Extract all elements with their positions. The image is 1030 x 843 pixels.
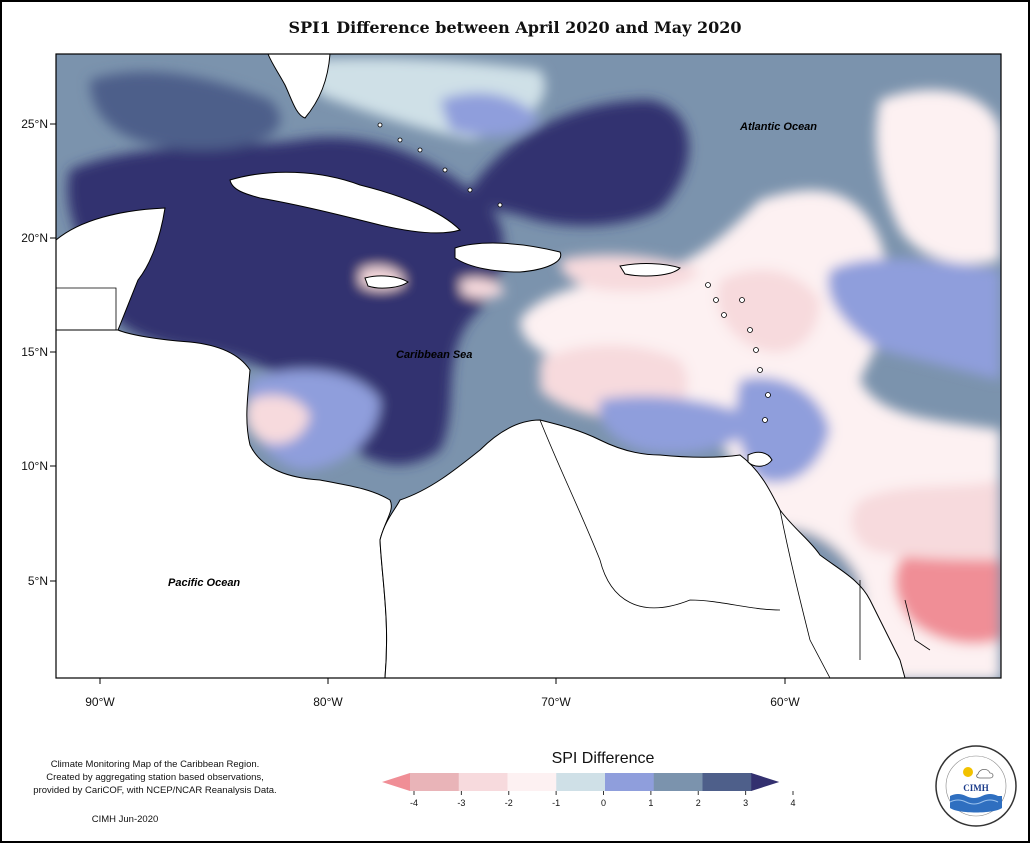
label-atlantic-ocean: Atlantic Ocean	[739, 121, 817, 133]
spi-region-neg-central-american	[245, 395, 310, 444]
yucatan-land	[56, 207, 166, 331]
colorbar-tick-label: 2	[696, 798, 701, 808]
footnote-line-1: Climate Monitoring Map of the Caribbean …	[50, 759, 260, 770]
trinidad-land	[747, 451, 773, 467]
lon-axis	[99, 678, 786, 684]
spi-region-1-2-venezuela	[599, 396, 760, 454]
colorbar-segment	[458, 773, 508, 791]
footnote-line-3: provided by CariCOF, with NCEP/NCAR Rean…	[33, 785, 277, 796]
colorbar-tick-label: -2	[505, 798, 513, 808]
lon-label-60: 60°W	[770, 695, 800, 709]
footnote-credit: CIMH Jun-2020	[91, 814, 159, 825]
lat-label-10: 10°N	[21, 459, 48, 473]
cuba-land	[229, 171, 461, 234]
map-border	[55, 53, 1002, 679]
venezuela-guyana-border	[779, 509, 831, 678]
lon-label-70: 70°W	[541, 695, 571, 709]
label-pacific-ocean: Pacific Ocean	[168, 577, 240, 589]
footnote-line-2: Created by aggregating station based obs…	[46, 772, 264, 783]
colorbar-tick-label: 4	[790, 798, 795, 808]
spi-region-neg-hispaniola-s	[460, 278, 505, 299]
mexico-guatemala-border	[56, 287, 117, 330]
lon-label-90: 90°W	[85, 695, 115, 709]
spi-region-neg-antilles	[717, 269, 820, 353]
label-caribbean-sea: Caribbean Sea	[396, 349, 472, 361]
colorbar-tick-label: 0	[601, 798, 606, 808]
sun-icon	[963, 767, 973, 777]
lat-axis	[50, 123, 56, 582]
colombia-venezuela-border	[539, 419, 781, 611]
wave-icon	[950, 794, 1002, 813]
puerto-rico-land	[619, 263, 681, 277]
colorbar-arrow-low	[382, 773, 410, 791]
colorbar-segment	[410, 773, 460, 791]
footnote-block: Climate Monitoring Map of the Caribbean …	[20, 758, 290, 797]
colorbar-tick-label: 1	[648, 798, 653, 808]
spi-region-1-2-south	[247, 369, 380, 470]
spi-region-1-2-north	[440, 92, 540, 137]
florida-land	[267, 54, 331, 119]
country-borders	[56, 287, 931, 678]
colorbar-tick-label: 3	[743, 798, 748, 808]
spi-region-3-4-atlantic	[470, 100, 689, 226]
colorbar-segment	[653, 773, 703, 791]
logo-text: CIMH	[963, 783, 989, 793]
colorbar	[382, 773, 780, 791]
landmasses	[56, 54, 906, 678]
spi-region-neg-se	[851, 480, 1000, 560]
lon-label-80: 80°W	[313, 695, 343, 709]
spi-region-neg-east-ne	[876, 90, 1000, 264]
spi-region-1-2-east	[828, 258, 1000, 380]
lat-label-25: 25°N	[21, 117, 48, 131]
cloud-icon	[976, 768, 994, 779]
lat-label-5: 5°N	[28, 574, 48, 588]
spi-region-neg-guianas	[894, 548, 1000, 644]
lat-label-20: 20°N	[21, 231, 48, 245]
cimh-logo: CIMH	[935, 745, 1017, 827]
lesser-antilles	[377, 122, 771, 423]
colorbar-segment	[556, 773, 606, 791]
colorbar-segment	[605, 773, 655, 791]
colorbar-arrow-high	[751, 773, 780, 791]
colorbar-ticks: -4 -3 -2 -1 0 1 2 3 4	[410, 791, 796, 808]
hispaniola-land	[454, 242, 562, 273]
spi-region-3-4-north	[90, 71, 281, 150]
jamaica-land	[364, 275, 409, 289]
south-america-land	[379, 419, 906, 678]
suriname-guiana-border	[904, 599, 931, 651]
lat-label-15: 15°N	[21, 345, 48, 359]
colorbar-tick-label: -1	[552, 798, 560, 808]
colorbar-segment	[702, 773, 752, 791]
colorbar-tick-label: -4	[410, 798, 418, 808]
colorbar-segment	[507, 773, 557, 791]
spi-field	[56, 54, 1001, 678]
map-title: SPI1 Difference between April 2020 and M…	[288, 18, 742, 37]
legend-title: SPI Difference	[551, 750, 655, 767]
colorbar-tick-label: -3	[457, 798, 465, 808]
